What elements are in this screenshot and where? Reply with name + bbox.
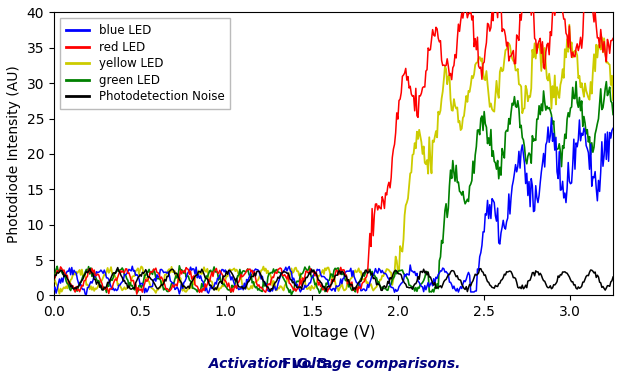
Legend: blue LED, red LED, yellow LED, green LED, Photodetection Noise: blue LED, red LED, yellow LED, green LED… <box>60 18 231 109</box>
Text: FIG. 3.: FIG. 3. <box>282 357 338 371</box>
X-axis label: Voltage (V): Voltage (V) <box>291 325 376 340</box>
Y-axis label: Photodiode Intensity (AU): Photodiode Intensity (AU) <box>7 65 21 243</box>
Text: Activation voltage comparisons.: Activation voltage comparisons. <box>160 357 460 371</box>
